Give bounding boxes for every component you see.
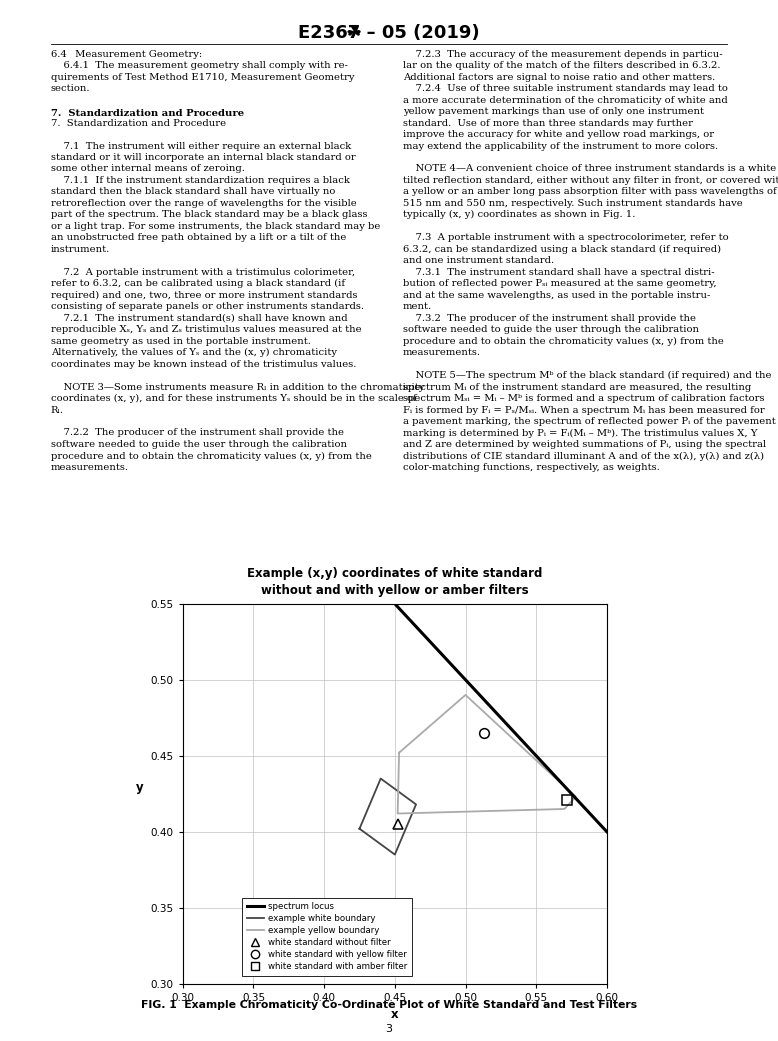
- Legend: spectrum locus, example white boundary, example yellow boundary, white standard : spectrum locus, example white boundary, …: [242, 898, 412, 975]
- Y-axis label: y: y: [135, 781, 143, 793]
- Text: ☘: ☘: [346, 24, 362, 42]
- Text: FIG. 1  Example Chromaticity Co-Ordinate Plot of White Standard and Test Filters: FIG. 1 Example Chromaticity Co-Ordinate …: [141, 999, 637, 1010]
- Text: 6.4   Measurement Geometry:
    6.4.1  The measurement geometry shall comply wit: 6.4 Measurement Geometry: 6.4.1 The meas…: [51, 50, 424, 472]
- Title: Example (x,y) coordinates of white standard
without and with yellow or amber fil: Example (x,y) coordinates of white stand…: [247, 567, 542, 598]
- Text: 7.2.3  The accuracy of the measurement depends in particu-
lar on the quality of: 7.2.3 The accuracy of the measurement de…: [403, 50, 778, 473]
- X-axis label: x: x: [391, 1009, 398, 1021]
- Text: E2367 – 05 (2019): E2367 – 05 (2019): [298, 24, 480, 42]
- Text: 3: 3: [386, 1023, 392, 1034]
- Text: 7.  Standardization and Procedure: 7. Standardization and Procedure: [51, 109, 244, 119]
